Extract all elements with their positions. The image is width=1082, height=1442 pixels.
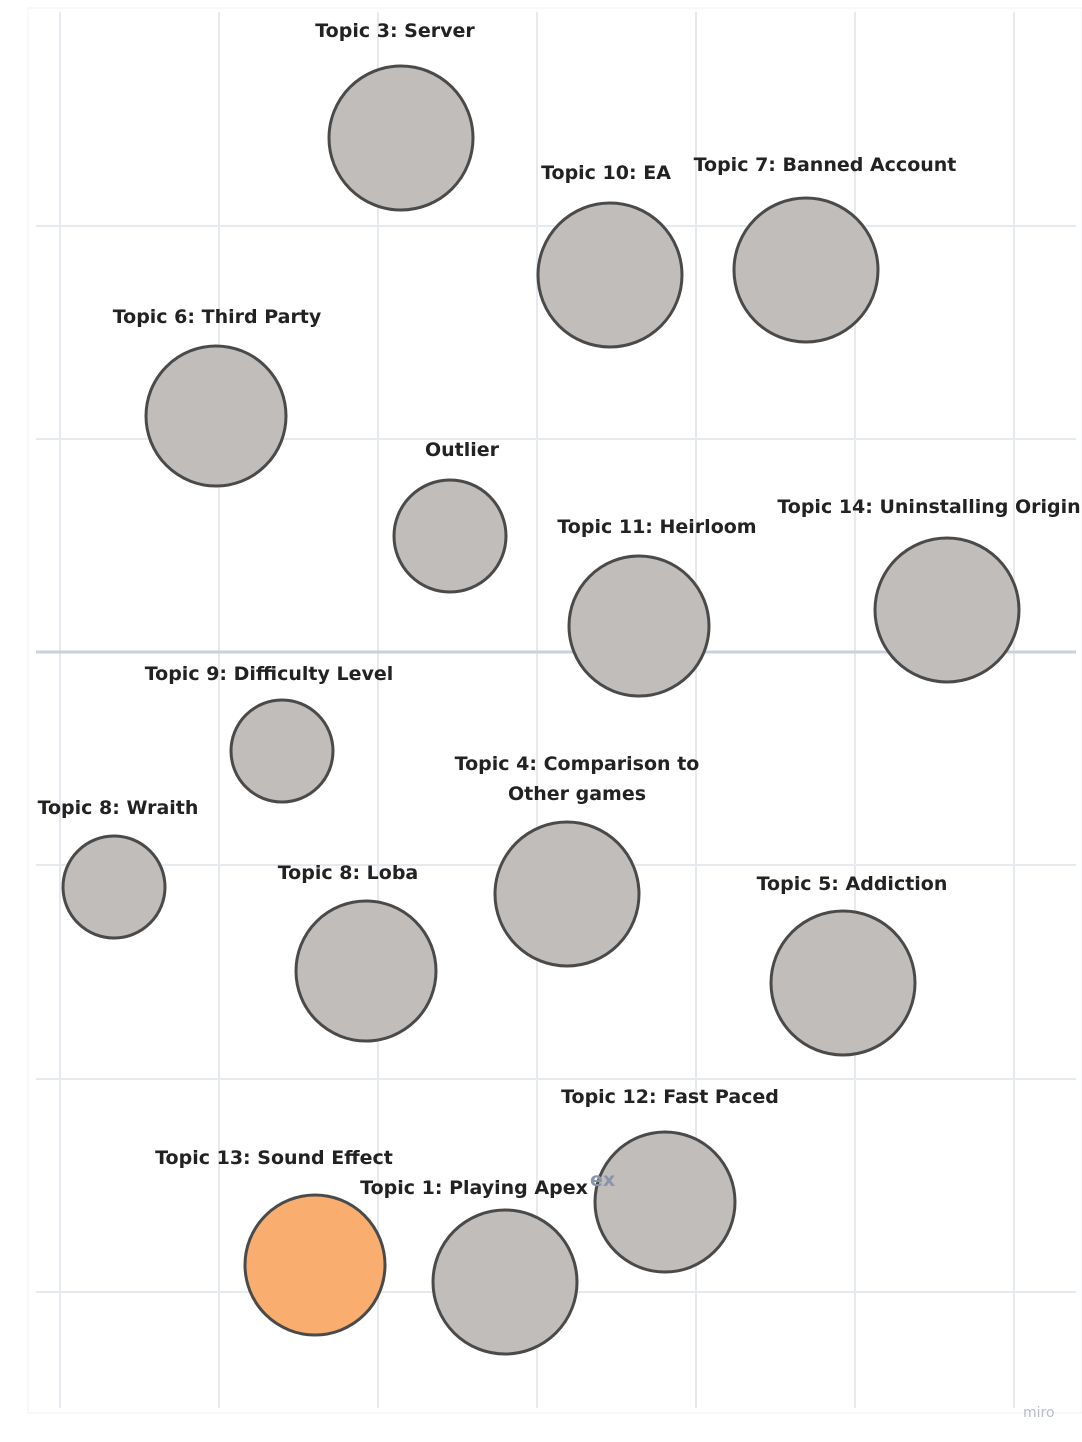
topic-label: Topic 13: Sound Effect — [155, 1147, 393, 1169]
topic-label: Topic 7: Banned Account — [694, 154, 957, 176]
topic-label: Topic 8: Loba — [278, 862, 419, 884]
topic-label: Topic 3: Server — [315, 20, 475, 42]
topic-bubble[interactable] — [229, 698, 335, 804]
topic-label: Topic 10: EA — [541, 162, 671, 184]
topic-bubble-group[interactable]: Topic 13: Sound Effect — [155, 1147, 393, 1337]
miro-watermark: miro — [1023, 1405, 1055, 1421]
topic-label: Topic 4: Comparison to — [455, 753, 700, 775]
topic-bubble[interactable] — [294, 899, 438, 1043]
topic-bubble-group[interactable]: Topic 10: EA — [536, 162, 684, 349]
topic-bubble-group[interactable]: Topic 1: Playing Apex — [360, 1177, 588, 1356]
topic-bubble[interactable] — [392, 478, 508, 594]
topic-bubble-group[interactable]: Topic 14: Uninstalling Origin — [777, 496, 1081, 684]
topic-label: Topic 1: Playing Apex — [360, 1177, 588, 1199]
stray-text: ex — [590, 1169, 615, 1191]
topic-bubble[interactable] — [493, 820, 641, 968]
topic-bubble[interactable] — [567, 554, 711, 698]
topic-bubble-group[interactable]: Topic 8: Loba — [278, 862, 438, 1043]
topic-bubble-highlighted[interactable] — [243, 1193, 387, 1337]
topic-label-line2: Other games — [508, 783, 646, 805]
topic-label: Outlier — [425, 439, 500, 461]
topic-bubbles: Topic 3: Server Topic 10: EA Topic 7: Bann… — [38, 20, 1081, 1356]
topic-bubble-group[interactable]: Outlier — [392, 439, 508, 594]
topic-label: Topic 11: Heirloom — [557, 516, 756, 538]
topic-bubble[interactable] — [144, 344, 288, 488]
topic-bubble[interactable] — [873, 536, 1021, 684]
topic-bubble-group[interactable]: Topic 9: Difficulty Level — [145, 663, 394, 804]
topic-bubble[interactable] — [327, 64, 475, 212]
topic-bubble-group[interactable]: Topic 12: Fast Paced — [561, 1086, 779, 1274]
topic-bubble[interactable] — [431, 1208, 579, 1356]
board-background — [27, 7, 1082, 1414]
topic-label: Topic 6: Third Party — [113, 306, 322, 328]
topic-bubble-group[interactable]: Topic 5: Addiction — [757, 873, 948, 1057]
topic-bubble-group[interactable]: Topic 4: Comparison to Other games — [455, 753, 700, 968]
topic-label: Topic 8: Wraith — [38, 797, 199, 819]
topic-bubble-group[interactable]: Topic 3: Server — [315, 20, 475, 212]
topic-bubble-group[interactable]: Topic 7: Banned Account — [694, 154, 957, 344]
topic-bubble[interactable] — [732, 196, 880, 344]
topic-bubble[interactable] — [61, 834, 167, 940]
topic-label: Topic 5: Addiction — [757, 873, 948, 895]
topic-label: Topic 14: Uninstalling Origin — [777, 496, 1080, 518]
topic-bubble-group[interactable]: Topic 6: Third Party — [113, 306, 322, 488]
topic-bubble-group[interactable]: Topic 11: Heirloom — [557, 516, 757, 698]
topic-bubble[interactable] — [536, 201, 684, 349]
topic-label: Topic 9: Difficulty Level — [145, 663, 394, 685]
topic-bubble[interactable] — [593, 1130, 737, 1274]
topic-bubble-group[interactable]: Topic 8: Wraith — [38, 797, 199, 940]
topic-label: Topic 12: Fast Paced — [561, 1086, 779, 1108]
topic-bubble[interactable] — [769, 909, 917, 1057]
